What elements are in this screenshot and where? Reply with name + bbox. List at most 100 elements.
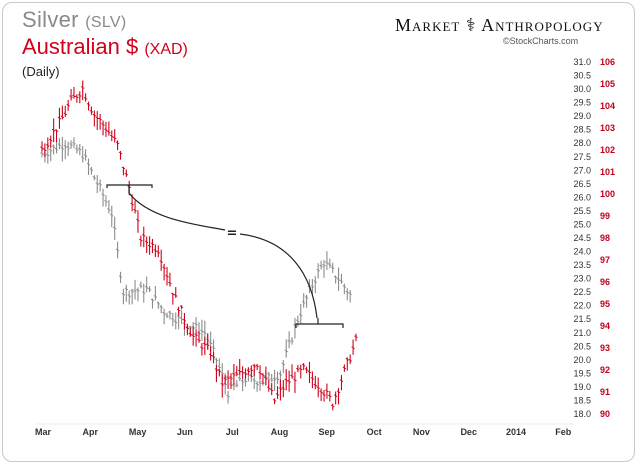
ohlc-bar <box>182 312 187 330</box>
left-axis-ticks: 31.0 30.5 30.0 29.5 29.0 28.5 28.0 27.5 27.0 26.5… <box>573 57 591 419</box>
ohlc-bar <box>258 377 262 391</box>
ohlc-bar <box>278 379 283 401</box>
ohlc-bar <box>54 140 59 154</box>
silver-series <box>40 136 352 404</box>
right-tick-label: 93 <box>600 343 610 353</box>
ohlc-bar <box>272 398 277 405</box>
ohlc-bar <box>354 333 358 342</box>
x-tick-label: Apr <box>83 427 99 437</box>
ohlc-bar <box>304 366 309 374</box>
silver-title: Silver (SLV) <box>22 7 126 33</box>
ohlc-bar <box>104 121 108 137</box>
ohlc-bar <box>241 378 245 392</box>
ohlc-bar <box>118 151 123 160</box>
ohlc-bar <box>60 136 64 162</box>
ohlc-bar <box>313 375 317 390</box>
ohlc-bar <box>69 140 73 149</box>
right-tick-label: 100 <box>600 189 615 199</box>
ohlc-bar <box>165 312 169 319</box>
ohlc-bar <box>81 80 85 101</box>
ohlc-bar <box>142 226 146 248</box>
ohlc-bar <box>177 306 181 316</box>
ohlc-bar <box>75 94 79 103</box>
ohlc-bar <box>107 200 111 214</box>
x-tick-label: Oct <box>367 427 382 437</box>
right-tick-label: 101 <box>600 167 615 177</box>
ohlc-bar <box>310 371 314 389</box>
ohlc-bar <box>133 279 137 300</box>
ohlc-bar <box>267 379 271 392</box>
ohlc-bar <box>150 298 155 309</box>
left-tick-label: 19.5 <box>573 368 591 378</box>
left-tick-label: 26.0 <box>573 192 591 202</box>
ohlc-bar <box>200 342 204 356</box>
right-tick-label: 91 <box>600 387 610 397</box>
ohlc-bar <box>156 301 160 309</box>
ohlc-bar <box>302 363 306 371</box>
connector-left <box>128 192 226 231</box>
x-tick-label: Jul <box>226 427 239 437</box>
ohlc-bar <box>281 360 285 374</box>
ohlc-bar <box>296 365 300 373</box>
left-tick-label: 22.0 <box>573 301 591 311</box>
ohlc-bar <box>43 143 47 158</box>
ohlc-bar <box>316 377 320 398</box>
ohlc-bar <box>147 286 152 293</box>
aud-title: Australian $ (XAD) <box>22 34 188 60</box>
ohlc-bar <box>165 267 169 286</box>
right-tick-label: 95 <box>600 299 610 309</box>
ohlc-bar <box>319 260 323 270</box>
ohlc-bar <box>174 287 178 298</box>
ohlc-bar <box>243 368 248 379</box>
ohlc-bar <box>40 141 44 152</box>
ohlc-bar <box>136 210 140 233</box>
ohlc-bar <box>342 283 346 295</box>
ohlc-bar <box>78 143 82 156</box>
aud-title-main: Australian $ <box>22 34 139 59</box>
left-tick-label: 24.5 <box>573 233 591 243</box>
ohlc-bar <box>261 373 265 385</box>
ohlc-bar <box>342 364 346 372</box>
ohlc-bar <box>54 129 59 143</box>
ohlc-bar <box>284 369 288 391</box>
x-tick-label: Nov <box>413 427 430 437</box>
right-axis-ticks: 106 105 104 103 102 101 100 99 98 97 96 95 94 93 92 91 9… <box>600 57 615 419</box>
left-tick-label: 28.0 <box>573 138 591 148</box>
silver-title-ticker: (SLV) <box>85 14 127 31</box>
ohlc-bar <box>345 288 349 301</box>
ohlc-bar <box>290 364 294 379</box>
ohlc-bar <box>348 289 352 303</box>
ohlc-bar <box>86 101 91 111</box>
equals-sign: = <box>227 226 238 241</box>
x-axis-ticks: Mar Apr May Jun Jul Aug Sep Oct Nov Dec 2014 Feb <box>35 427 572 437</box>
ohlc-bar <box>179 310 184 324</box>
connector-right <box>239 233 318 319</box>
ohlc-bar <box>89 166 94 175</box>
ohlc-bar <box>345 357 349 371</box>
ohlc-bar <box>57 107 62 129</box>
annotations: = <box>106 184 344 328</box>
left-tick-label: 29.0 <box>573 111 591 121</box>
ohlc-bar <box>153 285 157 301</box>
ohlc-bar <box>351 339 355 355</box>
ohlc-bar <box>113 216 117 240</box>
ohlc-bar <box>104 195 108 207</box>
ohlc-bar <box>264 366 268 386</box>
ohlc-bar <box>339 375 344 391</box>
ohlc-bar <box>304 294 309 308</box>
left-tick-label: 23.5 <box>573 260 591 270</box>
ohlc-bar <box>299 303 303 325</box>
ohlc-bar <box>325 383 329 399</box>
ohlc-bar <box>89 106 94 115</box>
ohlc-bar <box>98 114 102 130</box>
ohlc-bar <box>139 281 143 289</box>
ohlc-bar <box>223 375 227 385</box>
ohlc-bar <box>139 235 143 247</box>
ohlc-bar <box>194 330 198 347</box>
ohlc-bar <box>194 317 198 332</box>
ohlc-bar <box>246 367 251 375</box>
ohlc-bar <box>249 365 253 378</box>
ohlc-bar <box>238 359 242 375</box>
ohlc-bar <box>209 346 213 361</box>
aud-title-ticker: (XAD) <box>144 41 188 58</box>
